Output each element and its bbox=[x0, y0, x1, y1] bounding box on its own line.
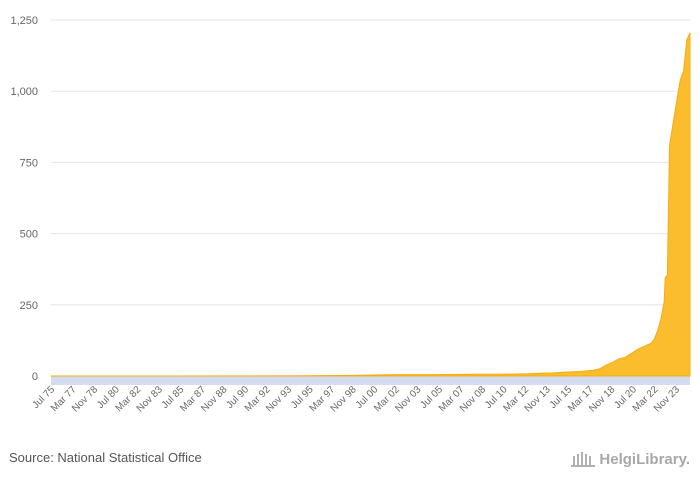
y-tick-label: 750 bbox=[20, 157, 38, 169]
y-tick-label: 500 bbox=[20, 229, 38, 241]
logo-text: HelgiLibrary. bbox=[599, 450, 690, 468]
x-axis-band bbox=[51, 376, 690, 385]
library-building-icon bbox=[571, 452, 596, 467]
helgi-library-logo: HelgiLibrary. bbox=[570, 450, 690, 468]
grid-lines bbox=[51, 19, 690, 377]
y-tick-label: 1,000 bbox=[10, 86, 38, 98]
y-tick-label: 250 bbox=[20, 300, 38, 312]
series-area bbox=[50, 32, 691, 377]
y-tick-label: 0 bbox=[32, 371, 38, 383]
y-tick-label: 1,250 bbox=[10, 15, 38, 27]
y-axis-ticks: 0 250 500 750 1,000 1,250 bbox=[10, 15, 38, 383]
source-note: Source: National Statistical Office bbox=[9, 450, 202, 465]
